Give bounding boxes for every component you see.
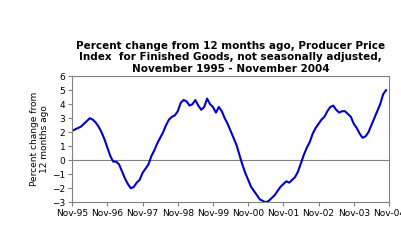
Y-axis label: Percent change from
12 months ago: Percent change from 12 months ago — [30, 92, 49, 186]
Title: Percent change from 12 months ago, Producer Price
Index  for Finished Goods, not: Percent change from 12 months ago, Produ… — [76, 41, 385, 74]
